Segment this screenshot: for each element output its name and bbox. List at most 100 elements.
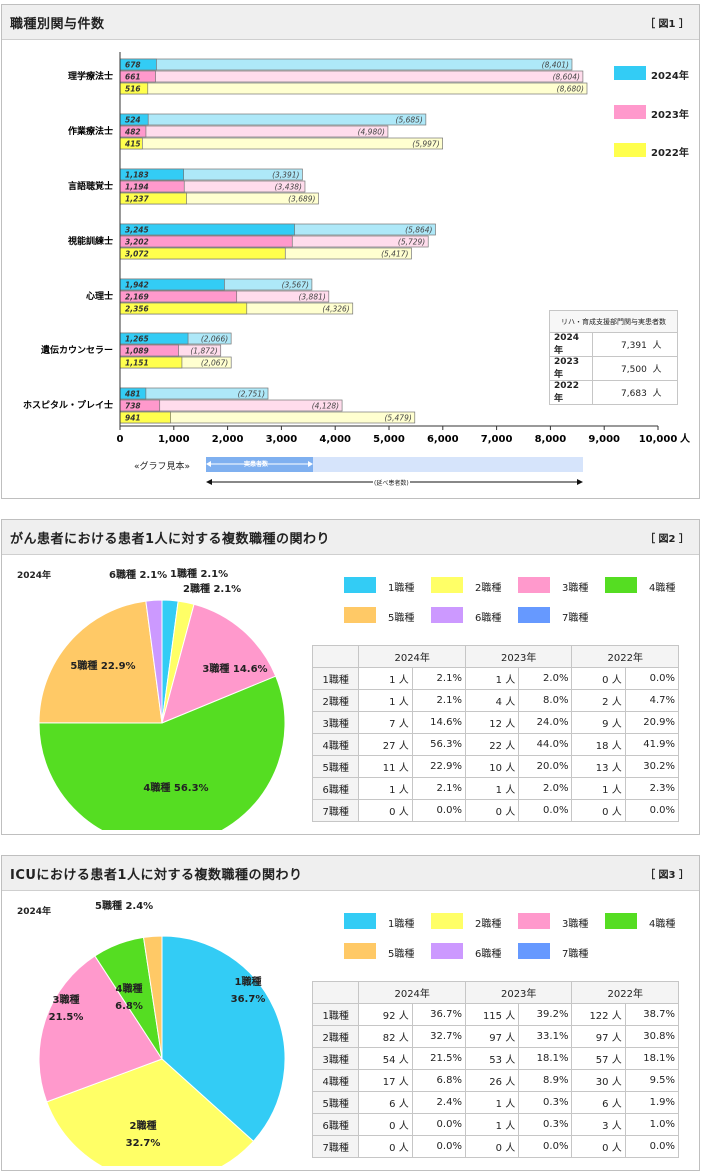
table-percent-cell: 30.8% — [624, 1025, 680, 1048]
table-percent-cell: 2.0% — [518, 777, 573, 800]
bar-total-label: (3,438) — [275, 183, 302, 192]
pie-slice — [161, 935, 286, 1142]
table-count-cell: 0 人 — [464, 1135, 520, 1158]
pie-slice — [46, 1058, 255, 1166]
table-count-cell: 1 人 — [464, 1113, 520, 1136]
fig1-panel: 職種別関与件数 ［ 図1 ］ 理学療法士 678 (8,401) 661 (8,604)… — [1, 4, 700, 499]
bar-total-label: (2,067) — [201, 359, 228, 368]
x-tick-label: 4,000 — [319, 434, 351, 445]
table-count-cell: 6 人 — [571, 1091, 626, 1114]
bar-total — [119, 113, 427, 126]
table-count-cell: 6 人 — [358, 1091, 413, 1114]
bar-total-label: (5,417) — [381, 250, 408, 259]
x-tick-label: 0 — [117, 434, 124, 445]
pie-label: 21.5% — [49, 1012, 84, 1023]
table-count-cell: 27 人 — [358, 733, 413, 756]
table-percent-cell: 2.4% — [411, 1091, 466, 1114]
pie-label: 6.8% — [115, 1001, 143, 1012]
totals-value: 7,391 — [621, 341, 647, 351]
bar-value-label: 2,356 — [125, 305, 149, 314]
table-percent-cell: 0.0% — [518, 799, 573, 822]
pie-label: 36.7% — [231, 994, 266, 1005]
legend-label-2023: 2023年 — [651, 110, 689, 121]
pie-legend-swatch — [344, 913, 376, 929]
table-count-cell: 4 人 — [464, 689, 520, 712]
table-percent-cell: 8.0% — [518, 689, 573, 712]
table-percent-cell: 41.9% — [624, 733, 680, 756]
table-percent-cell: 32.7% — [411, 1025, 466, 1048]
bar-value-label: 1,942 — [125, 281, 149, 290]
table-row-label: 4職種 — [311, 733, 360, 756]
table-row: 5職種 11 人 22.9% 10 人 20.0% 13 人 30.2% — [311, 755, 680, 778]
bar-total-label: (8,604) — [553, 73, 580, 82]
legend-label-2024: 2024年 — [651, 71, 689, 82]
table-row: 1職種 92 人 36.7% 115 人 39.2% 122 人 38.7% — [311, 1003, 680, 1026]
pie-label: 1職種 2.1% — [170, 567, 228, 580]
table-percent-cell: 18.1% — [624, 1047, 680, 1070]
bar-total-label: (5,997) — [412, 140, 439, 149]
bar-value-label: 738 — [125, 402, 141, 411]
pie-slice — [142, 935, 163, 1060]
x-tick-label: 7,000 — [481, 434, 513, 445]
bar-value-label: 415 — [125, 140, 141, 149]
fig3-tag: ［ 図3 ］ — [645, 870, 689, 881]
pie-legend-swatch — [344, 607, 376, 623]
fig1-title: 職種別関与件数 — [10, 17, 105, 32]
table-year-header: 2024年 — [358, 981, 466, 1004]
pie-legend-swatch — [431, 943, 463, 959]
totals-unit: 人 — [652, 389, 662, 399]
table-percent-cell: 2.0% — [518, 667, 573, 690]
fig2-year-label: 2024年 — [17, 571, 52, 581]
table-count-cell: 17 人 — [358, 1069, 413, 1092]
bar-value-label: 516 — [125, 85, 141, 94]
icu-count-table: 2024年 2023年 2022年 1職種 92 人 36.7% 115 人 39.2% 122… — [311, 981, 680, 1158]
totals-value: 7,500 — [621, 365, 647, 375]
table-percent-cell: 8.9% — [518, 1069, 573, 1092]
totals-unit: 人 — [652, 365, 662, 375]
table-percent-cell: 38.7% — [624, 1003, 680, 1026]
table-count-cell: 1 人 — [464, 1091, 520, 1114]
fig2-tag: ［ 図2 ］ — [645, 534, 689, 545]
table-count-cell: 1 人 — [571, 777, 626, 800]
bar-value-label: 3,245 — [125, 226, 149, 235]
table-row: 7職種 0 人 0.0% 0 人 0.0% 0 人 0.0% — [311, 799, 680, 822]
table-percent-cell: 0.0% — [624, 1135, 680, 1158]
fig2-panel: がん患者における患者1人に対する複数職種の関わり ［ 図2 ］ 2024年 1職… — [1, 519, 700, 835]
bar-total-label: (4,128) — [312, 402, 339, 411]
table-count-cell: 97 人 — [464, 1025, 520, 1048]
pie-legend-label: 1職種 — [388, 919, 415, 930]
pie-legend-swatch — [431, 577, 463, 593]
pie-legend-label: 2職種 — [475, 919, 502, 930]
table-count-cell: 92 人 — [358, 1003, 413, 1026]
table-corner — [311, 981, 360, 1004]
graph-sample-label: «グラフ見本» — [134, 462, 191, 472]
table-percent-cell: 4.7% — [624, 689, 680, 712]
pie-legend-swatch — [518, 913, 550, 929]
totals-value-cell: 7,500 人 — [592, 356, 678, 381]
pie-legend-swatch — [431, 607, 463, 623]
pie-slice — [38, 675, 286, 830]
table-count-cell: 10 人 — [464, 755, 520, 778]
table-year-header: 2022年 — [571, 981, 679, 1004]
fig2-header: がん患者における患者1人に対する複数職種の関わり ［ 図2 ］ — [2, 520, 699, 555]
pie-legend-label: 7職種 — [562, 949, 589, 960]
table-percent-cell: 2.1% — [411, 777, 466, 800]
fig1-tag: ［ 図1 ］ — [645, 19, 689, 30]
table-percent-cell: 9.5% — [624, 1069, 680, 1092]
table-row-label: 7職種 — [311, 799, 360, 822]
pie-slice — [38, 955, 163, 1103]
totals-year: 2024年 — [549, 332, 593, 357]
fig3-panel: ICUにおける患者1人に対する複数職種の関わり ［ 図3 ］ 2024年 1職種… — [1, 855, 700, 1171]
table-count-cell: 22 人 — [464, 733, 520, 756]
table-percent-cell: 2.1% — [411, 667, 466, 690]
legend-swatch-2022 — [614, 143, 646, 157]
table-percent-cell: 39.2% — [518, 1003, 573, 1026]
pie-label: 6職種 2.1% — [109, 568, 167, 581]
pie-slice — [38, 600, 163, 724]
bar-value-label: 3,202 — [125, 238, 149, 247]
totals-value: 7,683 — [621, 389, 647, 399]
table-year-header: 2023年 — [464, 981, 573, 1004]
pie-legend-swatch — [605, 913, 637, 929]
pie-legend-swatch — [605, 577, 637, 593]
pie-legend-label: 6職種 — [475, 949, 502, 960]
